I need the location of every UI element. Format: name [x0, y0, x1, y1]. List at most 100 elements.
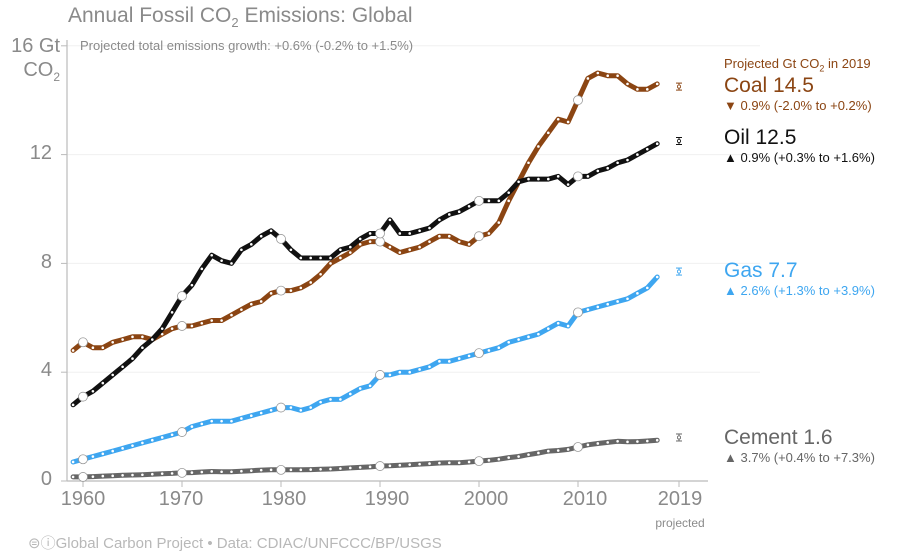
year-dot-oil-1994 [418, 229, 421, 233]
year-dot-cement-1972 [200, 470, 204, 474]
year-dot-cement-1999 [467, 460, 471, 464]
year-dot-oil-1999 [467, 204, 471, 208]
year-dot-cement-1968 [160, 472, 164, 475]
legend-oil-change: ▲ 0.9% (+0.3% to +1.6%) [724, 150, 875, 166]
series-line-oil [70, 141, 660, 408]
year-dot-gas-1979 [269, 408, 273, 412]
decade-marker-gas-1990 [375, 370, 385, 380]
year-dot-oil-1972 [200, 267, 204, 271]
year-dot-cement-1965 [131, 473, 134, 477]
year-dot-coal-2018 [655, 82, 659, 86]
year-dot-gas-2001 [487, 349, 491, 352]
decade-marker-cement-1990 [375, 461, 385, 471]
year-dot-oil-1962 [101, 381, 105, 385]
decade-marker-oil-1970 [177, 291, 187, 301]
year-dot-gas-1998 [457, 357, 461, 360]
ytick-label-4: 4 [40, 359, 52, 381]
year-dot-gas-2007 [547, 327, 550, 330]
year-dot-cement-2006 [537, 451, 540, 455]
year-dot-cement-1979 [269, 468, 273, 472]
year-dot-cement-1987 [349, 466, 352, 470]
year-dot-oil-2013 [606, 166, 609, 170]
year-dot-cement-2017 [646, 439, 649, 443]
year-dot-coal-1969 [170, 327, 174, 330]
projection-point-cement [677, 435, 682, 440]
year-dot-gas-1971 [190, 425, 194, 428]
decade-marker-cement-1960 [78, 472, 88, 482]
year-dot-oil-1998 [457, 210, 461, 214]
year-dot-gas-1975 [230, 419, 233, 423]
year-dot-cement-2011 [586, 443, 590, 447]
year-dot-coal-1976 [240, 308, 243, 311]
year-dot-gas-1983 [309, 406, 313, 409]
xtick-label-1980: 1980 [261, 488, 307, 510]
year-dot-cement-1977 [250, 469, 253, 472]
legend-header-text: Projected Gt CO [724, 56, 820, 71]
year-dot-oil-1996 [438, 218, 441, 222]
year-dot-gas-1994 [418, 368, 421, 371]
triangle-up-icon: ▲ [724, 283, 737, 298]
year-dot-oil-2006 [537, 177, 540, 181]
year-dot-oil-1979 [269, 229, 273, 233]
xtick-label-2000: 2000 [463, 488, 509, 510]
year-dot-oil-1965 [131, 357, 134, 360]
legend-gas-change: ▲ 2.6% (+1.3% to +3.9%) [724, 283, 875, 299]
year-dot-cement-1959 [71, 475, 75, 479]
year-dot-oil-1995 [428, 226, 431, 230]
year-dot-oil-1981 [289, 248, 293, 252]
legend-entry-oil: Oil 12.5 ▲ 0.9% (+0.3% to +1.6%) [724, 126, 875, 166]
decade-marker-cement-2000 [474, 456, 484, 467]
ytick-label-16: 16 Gt [11, 35, 60, 57]
year-dot-cement-1964 [121, 473, 124, 477]
decade-marker-oil-2010 [573, 171, 583, 182]
year-dot-gas-2006 [537, 332, 540, 336]
cc-by-icon: ⊜ⓘ [28, 535, 56, 552]
year-dot-coal-2017 [646, 88, 649, 91]
year-dot-coal-1966 [141, 335, 144, 339]
year-dot-cement-1971 [190, 471, 194, 474]
year-dot-coal-1992 [398, 251, 402, 254]
year-dot-coal-2007 [547, 131, 550, 135]
year-dot-coal-1973 [210, 319, 213, 322]
year-dot-gas-1963 [111, 449, 114, 453]
year-dot-oil-2002 [497, 199, 501, 203]
decade-marker-gas-1980 [276, 402, 286, 413]
year-dot-oil-1989 [368, 232, 372, 235]
year-dot-oil-1973 [210, 253, 213, 257]
year-dot-gas-2013 [606, 302, 609, 306]
year-dot-coal-1975 [230, 313, 233, 317]
year-dot-gas-1987 [349, 392, 352, 396]
year-dot-oil-1978 [259, 234, 263, 238]
year-dot-cement-2008 [556, 449, 560, 452]
year-dot-cement-1992 [398, 463, 402, 467]
year-dot-cement-1978 [259, 468, 263, 472]
year-dot-coal-1984 [319, 272, 322, 276]
year-dot-cement-2015 [626, 440, 629, 444]
year-dot-gas-1961 [91, 455, 95, 458]
year-dot-coal-2015 [626, 82, 629, 86]
year-dot-cement-1969 [170, 472, 174, 475]
year-dot-coal-2012 [596, 71, 600, 75]
decade-marker-oil-1960 [78, 391, 88, 402]
year-dot-oil-1971 [190, 283, 194, 287]
year-dot-gas-1992 [398, 370, 402, 374]
year-dot-coal-1971 [190, 324, 194, 328]
year-dot-coal-1972 [200, 321, 204, 325]
y-axis-unit-label: 16 Gt CO2 [2, 34, 60, 89]
year-dot-cement-1985 [329, 467, 332, 471]
chart-subtitle: Projected total emissions growth: +0.6% … [80, 38, 414, 53]
year-dot-gas-1986 [339, 398, 342, 401]
year-dot-oil-2004 [517, 180, 520, 184]
year-dot-oil-2001 [487, 199, 491, 203]
footer-credit: ⊜ⓘGlobal Carbon Project • Data: CDIAC/UN… [28, 532, 442, 553]
year-dot-coal-1998 [457, 240, 461, 243]
year-dot-gas-1962 [101, 452, 105, 456]
year-dot-oil-1982 [299, 256, 303, 260]
year-dot-coal-1979 [269, 292, 273, 295]
year-dot-cement-1974 [220, 470, 223, 474]
year-dot-gas-1995 [428, 365, 431, 369]
year-dot-coal-1964 [121, 338, 124, 341]
year-dot-coal-2014 [616, 74, 619, 78]
year-dot-oil-1987 [349, 245, 352, 249]
